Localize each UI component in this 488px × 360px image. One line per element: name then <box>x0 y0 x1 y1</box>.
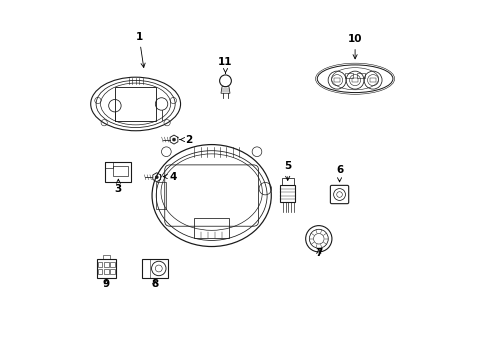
Bar <box>113 166 127 176</box>
Bar <box>105 162 113 168</box>
Bar <box>97 259 116 278</box>
Text: 2: 2 <box>180 135 192 145</box>
Bar <box>280 185 294 202</box>
Bar <box>142 259 167 278</box>
Bar <box>369 78 375 82</box>
Text: 6: 6 <box>335 165 343 182</box>
Bar <box>103 262 108 267</box>
Bar <box>344 73 352 78</box>
Bar <box>281 178 293 185</box>
Bar <box>102 255 109 259</box>
Circle shape <box>155 176 158 179</box>
Text: 7: 7 <box>314 248 322 257</box>
Bar <box>110 269 115 274</box>
Text: 11: 11 <box>218 58 232 73</box>
Bar <box>103 269 108 274</box>
Bar <box>98 262 102 267</box>
Bar <box>115 87 156 121</box>
Text: 1: 1 <box>135 32 145 67</box>
Text: 5: 5 <box>284 161 291 180</box>
Bar <box>194 218 228 238</box>
Text: 8: 8 <box>151 279 158 289</box>
Text: 4: 4 <box>163 172 177 181</box>
Bar <box>356 73 365 78</box>
Bar <box>155 182 165 210</box>
Text: 3: 3 <box>115 179 122 194</box>
Bar <box>334 78 339 82</box>
Text: 10: 10 <box>347 34 362 59</box>
Circle shape <box>172 138 175 141</box>
Bar <box>110 262 115 267</box>
Bar <box>105 162 131 182</box>
Text: 9: 9 <box>102 279 110 289</box>
Bar <box>98 269 102 274</box>
Bar <box>352 78 357 82</box>
